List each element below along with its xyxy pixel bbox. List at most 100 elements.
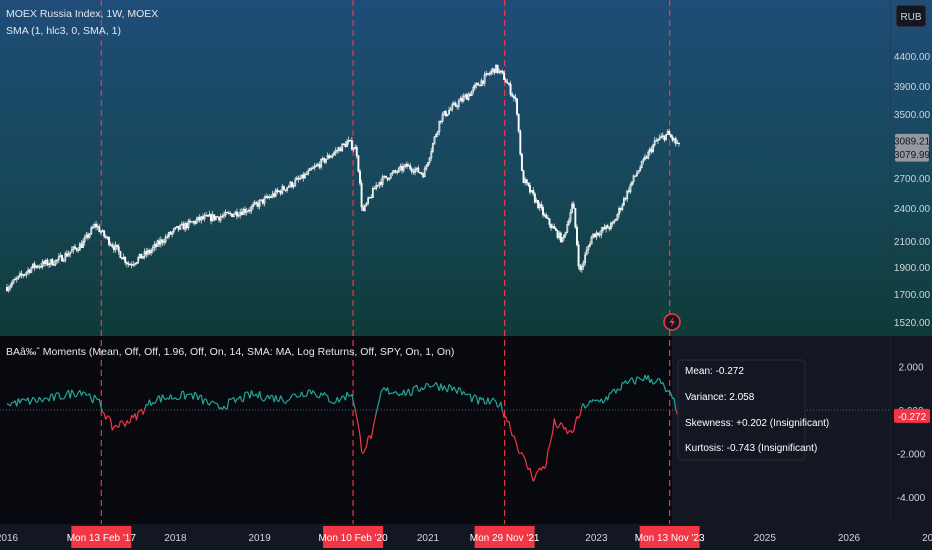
candle [124, 256, 127, 266]
candle [334, 147, 337, 156]
candle [563, 234, 565, 241]
oscillator-segment [100, 406, 104, 413]
candle [427, 162, 429, 168]
time-axis-background [0, 524, 932, 550]
oscillator-segment [188, 393, 191, 396]
candle [444, 109, 447, 118]
candle [179, 224, 182, 231]
event-flag-3 [639, 526, 700, 548]
candle [631, 181, 633, 187]
candle [567, 217, 570, 226]
candle [606, 223, 609, 229]
candle [495, 64, 497, 73]
lightning-icon[interactable] [663, 313, 681, 331]
candle [367, 196, 370, 206]
oscillator-segment [268, 395, 272, 400]
oscillator-segment [571, 430, 575, 434]
candle [294, 176, 297, 188]
price-tick-6: 1900.00 [894, 263, 931, 274]
candle [542, 204, 544, 218]
oscillator-segment [458, 386, 461, 390]
price-flag-low: 3079.99 [894, 147, 931, 162]
candle [530, 190, 533, 193]
price-tick-4: 2400.00 [894, 204, 931, 215]
oscillator-segment [336, 396, 340, 403]
oscillator-segment [284, 400, 288, 404]
currency-badge[interactable]: RUB [895, 4, 927, 28]
oscillator-segment [435, 382, 439, 387]
oscillator-segment [92, 394, 96, 404]
candle [360, 179, 363, 211]
oscillator-segment [489, 400, 492, 405]
oscillator-segment [513, 435, 516, 441]
oscillator-segment [330, 401, 333, 404]
candle [559, 231, 562, 243]
candle [376, 184, 379, 188]
price-tick-1: 3900.00 [894, 82, 931, 93]
oscillator-segment [33, 398, 37, 403]
oscillator-segment [102, 411, 105, 414]
candle [483, 71, 486, 87]
candle [171, 231, 174, 238]
oscillator-segment [631, 377, 635, 383]
oscillator-segment [626, 381, 630, 385]
oscillator-segment [532, 477, 536, 482]
candle [229, 211, 232, 216]
oscillator-value-flag: -0.272 [894, 408, 930, 423]
oscillator-segment [108, 416, 112, 420]
oscillator-segment [212, 400, 215, 404]
candle [195, 216, 198, 225]
candle [678, 142, 680, 147]
candle [281, 184, 284, 195]
oscillator-segment [386, 387, 390, 395]
oscillator-value-label: -0.272 [898, 412, 927, 423]
oscillator-segment [72, 392, 76, 398]
candle [10, 280, 13, 289]
candle [635, 169, 638, 178]
candle [397, 166, 400, 174]
candle [517, 113, 520, 134]
sma-indicator-label[interactable]: SMA (1, hlc3, 0, SMA, 1) [6, 25, 121, 37]
candle [396, 170, 399, 175]
candle [522, 169, 525, 183]
candle [9, 283, 12, 291]
oscillator-segment [71, 389, 74, 394]
candle [430, 148, 433, 162]
candle [30, 266, 33, 274]
osc-tick-0: 2.000 [898, 363, 923, 374]
oscillator-segment [615, 388, 619, 394]
oscillator-title[interactable]: BAâ‰ˆ Moments (Mean, Off, Off, 1.96, Off… [6, 346, 454, 358]
oscillator-segment [242, 392, 246, 402]
candle [99, 229, 102, 235]
candle [25, 271, 28, 278]
event-flag-label-3: Mon 13 Nov '23 [635, 533, 705, 544]
candle [346, 138, 348, 147]
oscillator-segment [184, 394, 188, 400]
candle [95, 220, 98, 231]
candle [446, 113, 449, 117]
candle [389, 172, 392, 180]
oscillator-segment [370, 428, 374, 439]
oscillator-segment [477, 396, 481, 405]
candle [509, 80, 512, 97]
oscillator-segment [531, 475, 534, 482]
oscillator-segment [171, 397, 175, 400]
oscillator-segment [456, 387, 460, 394]
candle [248, 206, 251, 214]
oscillator-segment [35, 401, 39, 404]
candle [41, 259, 44, 270]
oscillator-segment [638, 377, 641, 380]
oscillator-segment [210, 400, 213, 403]
candle [325, 158, 327, 165]
candle [561, 237, 564, 243]
candle [582, 260, 585, 270]
oscillator-segment [60, 398, 63, 400]
oscillator-segment [443, 385, 447, 390]
oscillator-segment [239, 395, 243, 402]
oscillator-segment [344, 391, 348, 401]
candle [449, 106, 452, 111]
candle [224, 209, 227, 218]
candle [610, 221, 612, 231]
candle [569, 208, 572, 224]
oscillator-segment [474, 394, 478, 398]
